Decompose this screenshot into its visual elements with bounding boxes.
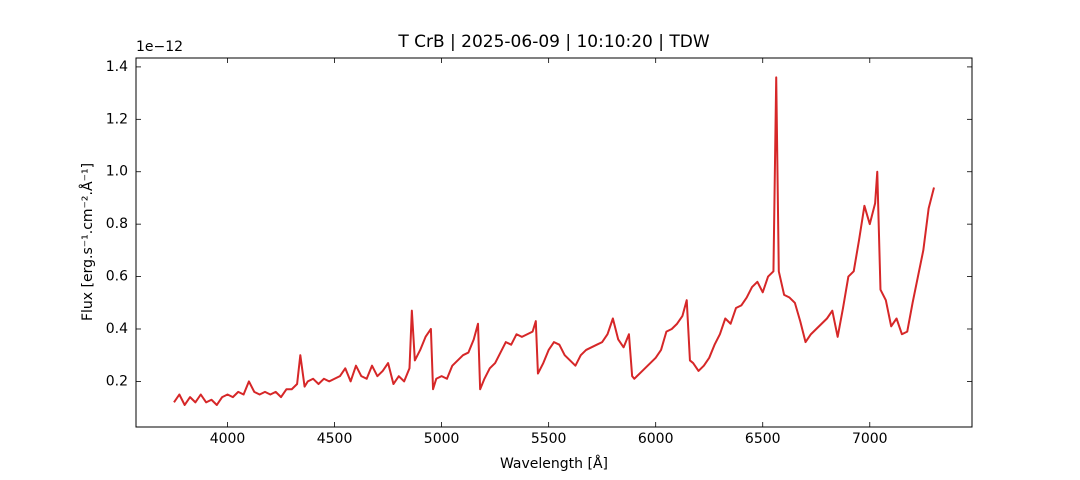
x-tick-label: 5500 [531, 431, 567, 447]
plot-frame [135, 57, 973, 428]
x-axis-label: Wavelength [Å] [500, 455, 608, 472]
spectrum-line [173, 76, 935, 406]
y-tick-label: 1.0 [106, 164, 128, 180]
y-tick-label: 1.4 [106, 59, 128, 75]
y-axis-label: Flux [erg.s⁻¹.cm⁻².Å⁻¹] [79, 163, 96, 321]
y-tick-label: 1.2 [106, 111, 128, 127]
x-tick-label: 6500 [745, 431, 781, 447]
y-tick-label: 0.6 [106, 269, 128, 285]
x-tick-label: 7000 [852, 431, 888, 447]
x-tick-label: 4500 [317, 431, 353, 447]
x-tick-label: 4000 [210, 431, 246, 447]
offset-label: 1e−12 [136, 39, 183, 55]
y-tick-label: 0.4 [106, 321, 128, 337]
y-tick-label: 0.2 [106, 373, 128, 389]
chart-title: T CrB | 2025-06-09 | 10:10:20 | TDW [397, 32, 710, 52]
x-tick-label: 5000 [424, 431, 460, 447]
y-tick-label: 0.8 [106, 216, 128, 232]
x-tick-label: 6000 [638, 431, 674, 447]
